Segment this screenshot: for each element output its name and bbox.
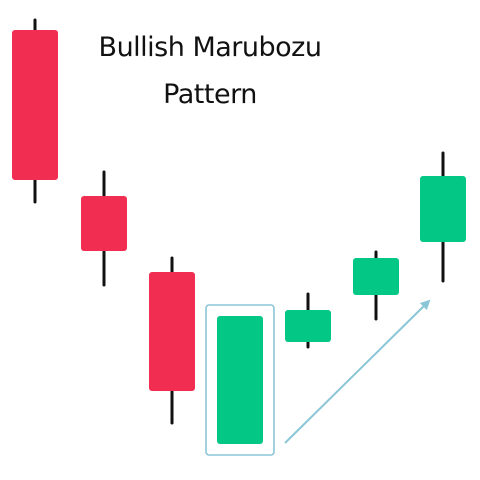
chart-title-line-1: Bullish Marubozu <box>98 32 322 63</box>
candle-body-7 <box>420 176 466 242</box>
candle-body-5 <box>285 310 331 342</box>
chart-title-line-2: Pattern <box>163 79 257 110</box>
chart-title: Bullish Marubozu Pattern <box>95 24 325 118</box>
candle-body-1 <box>12 30 58 180</box>
candle-body-2 <box>81 196 127 251</box>
candle-body-6 <box>353 258 399 295</box>
highlight-box <box>205 304 275 456</box>
candle-body-3 <box>149 272 195 391</box>
candle-body-4 <box>217 316 263 444</box>
trend-arrow <box>284 299 431 444</box>
